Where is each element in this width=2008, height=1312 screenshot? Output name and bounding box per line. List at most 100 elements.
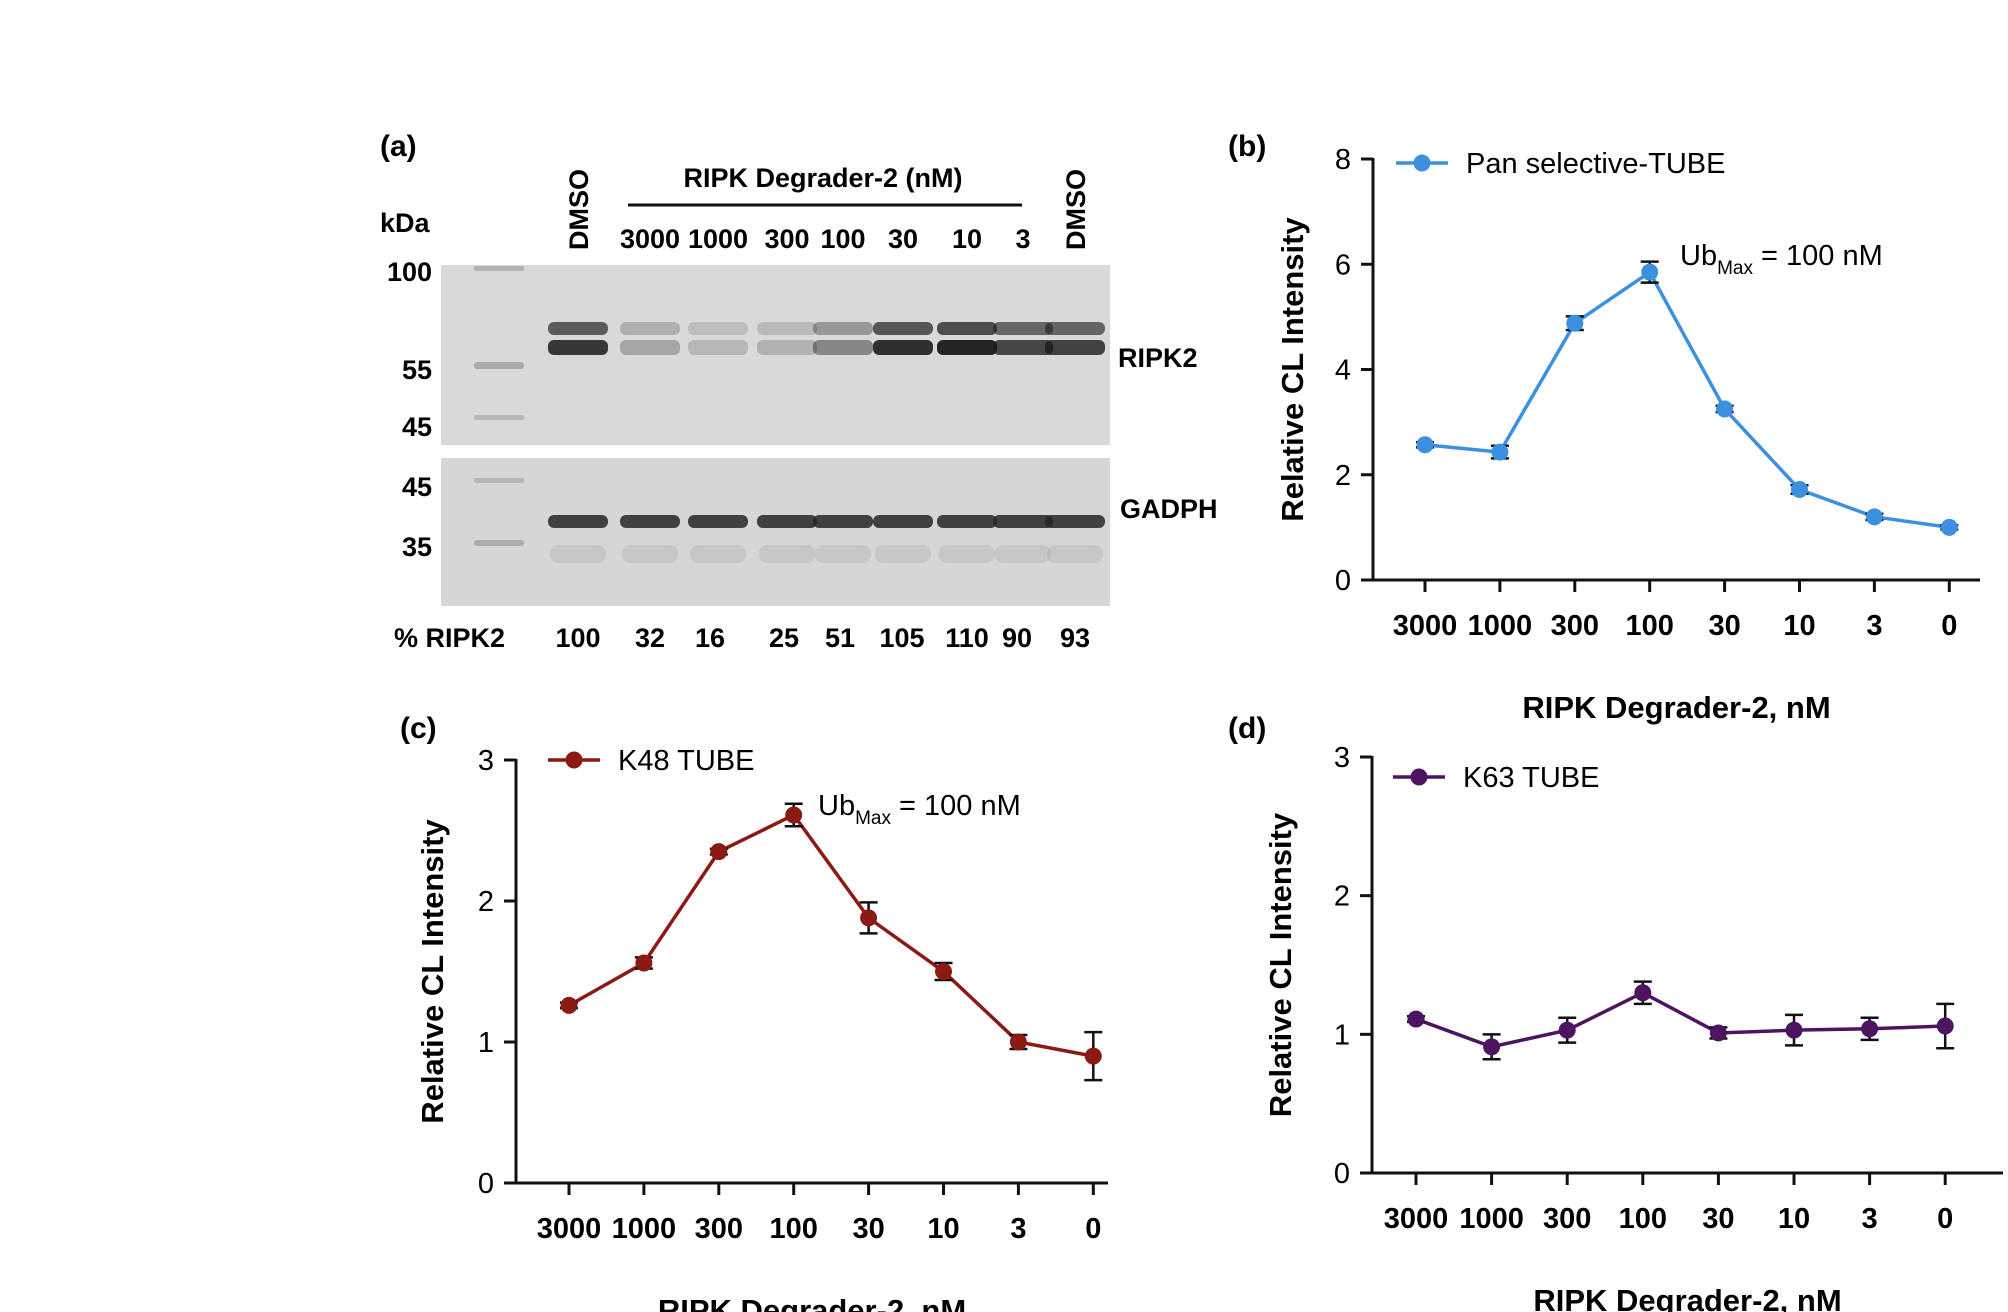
x-tick-label: 300 <box>695 1213 743 1245</box>
lane-label-10: 10 <box>952 224 982 254</box>
x-tick-label: 100 <box>1626 610 1674 642</box>
quant-value: 110 <box>945 623 989 653</box>
quant-value: 51 <box>825 623 855 653</box>
x-tick-label: 30 <box>1708 610 1740 642</box>
y-tick-label: 2 <box>1334 881 1350 913</box>
ripk2-upper-band <box>813 322 873 335</box>
ripk2-upper-band <box>993 322 1053 335</box>
legend-marker <box>565 751 583 769</box>
x-axis-label: RIPK Degrader-2, nM <box>658 1293 966 1312</box>
y-tick-label: 0 <box>1335 565 1351 597</box>
x-tick-label: 1000 <box>612 1213 677 1245</box>
lane-label-3: 3 <box>1015 224 1030 254</box>
gadph-band <box>937 515 997 528</box>
x-tick-label: 3000 <box>1384 1203 1449 1235</box>
x-tick-label: 30 <box>852 1213 884 1245</box>
x-tick-label: 3000 <box>1393 610 1458 642</box>
quant-value: 16 <box>695 623 725 653</box>
ubmax-annotation: UbMax = 100 nM <box>1680 240 1883 279</box>
y-tick-label: 3 <box>478 745 494 777</box>
x-tick-label: 3 <box>1010 1213 1026 1245</box>
gadph-band <box>993 515 1053 528</box>
x-tick-label: 3 <box>1866 610 1882 642</box>
ripk2-upper-band <box>620 322 680 335</box>
ripk2-lower-band <box>993 340 1053 355</box>
y-tick-label: 1 <box>1334 1019 1350 1051</box>
ripk2-upper-band <box>548 322 608 335</box>
data-point <box>710 843 728 861</box>
gadph-band <box>813 515 873 528</box>
faint-band <box>995 545 1051 563</box>
quant-value: 105 <box>879 623 924 653</box>
data-point <box>1709 1024 1727 1042</box>
y-tick-label: 8 <box>1335 144 1351 176</box>
x-tick-label: 300 <box>1551 610 1599 642</box>
y-tick-label: 0 <box>1334 1158 1350 1190</box>
data-point <box>935 963 952 980</box>
data-point <box>1936 1017 1954 1035</box>
top-markers: 100 55 45 <box>387 257 432 442</box>
ripk2-blot <box>441 265 1110 445</box>
data-point <box>1483 1038 1501 1056</box>
legend-marker <box>1413 154 1431 172</box>
y-tick-label: 6 <box>1335 249 1351 281</box>
marker-45: 45 <box>402 412 432 442</box>
data-point <box>860 909 878 927</box>
gadph-band <box>620 515 680 528</box>
data-point <box>1566 314 1584 332</box>
series-line <box>568 812 1094 1058</box>
y-tick-label: 4 <box>1335 355 1351 387</box>
data-point <box>1558 1021 1576 1039</box>
y-tick-label: 3 <box>1334 742 1350 774</box>
marker-100: 100 <box>387 257 432 287</box>
lane-label-300: 300 <box>764 224 809 254</box>
faint-band <box>690 545 746 563</box>
ripk2-upper-band <box>873 322 933 335</box>
faint-band <box>1047 545 1103 563</box>
x-tick-label: 0 <box>1941 610 1957 642</box>
x-tick-label: 0 <box>1937 1203 1953 1235</box>
data-point <box>1009 1033 1027 1051</box>
ripk2-upper-band <box>1045 322 1105 335</box>
marker-45-bottom: 45 <box>402 472 432 502</box>
gadph-band <box>688 515 748 528</box>
faint-band <box>759 545 815 563</box>
lane-labels: DMSO 3000 1000 300 100 30 10 3 DMSO <box>564 169 1091 254</box>
y-axis-label: Relative CL Intensity <box>1275 217 1310 522</box>
data-point <box>1084 1047 1102 1065</box>
y-tick-label: 0 <box>478 1168 494 1200</box>
gadph-band <box>757 515 817 528</box>
x-axis-label: RIPK Degrader-2, nM <box>1533 1283 1841 1312</box>
series-line <box>1415 990 1946 1049</box>
faint-band <box>815 545 871 563</box>
lane-label-dmso: DMSO <box>564 169 594 250</box>
y-tick-label: 2 <box>1335 460 1351 492</box>
ubmax-annotation: UbMax = 100 nM <box>818 790 1021 829</box>
band-label-ripk2: RIPK2 <box>1118 343 1198 373</box>
kda-label: kDa <box>380 208 431 238</box>
quant-value: 93 <box>1060 623 1090 653</box>
lane-label-30: 30 <box>888 224 918 254</box>
lane-label-1000: 1000 <box>688 224 748 254</box>
data-point <box>1407 1010 1425 1028</box>
panel-label-a: (a) <box>380 130 417 163</box>
x-axis-label: RIPK Degrader-2, nM <box>1522 690 1830 725</box>
gadph-band <box>548 515 608 528</box>
legend-marker <box>1410 768 1428 786</box>
y-axis-label: Relative CL Intensity <box>1263 812 1298 1117</box>
data-point <box>1791 480 1808 498</box>
legend-label: Pan selective-TUBE <box>1466 148 1726 180</box>
ripk2-lower-band <box>688 340 748 355</box>
ripk2-upper-band <box>937 322 997 335</box>
data-point <box>1861 1020 1879 1038</box>
lane-label-3000: 3000 <box>620 224 680 254</box>
x-tick-label: 10 <box>1778 1203 1810 1235</box>
quant-value: 100 <box>555 623 600 653</box>
y-tick-label: 2 <box>478 886 494 918</box>
x-tick-label: 30 <box>1702 1203 1734 1235</box>
x-tick-label: 10 <box>927 1213 959 1245</box>
